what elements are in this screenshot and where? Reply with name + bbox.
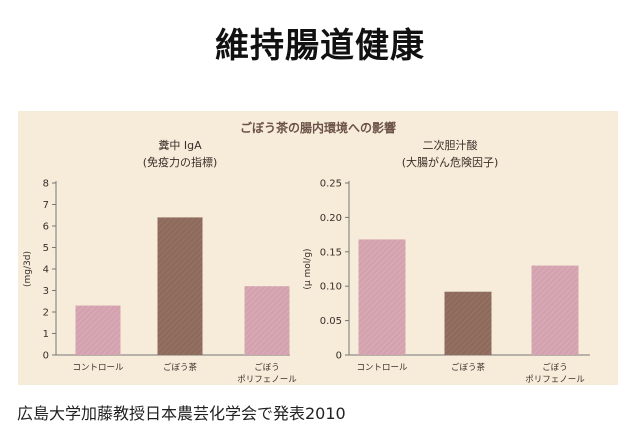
panel-heading: ごぼう茶の腸内環境への影響 [240,120,396,135]
chart-0-title: 糞中 IgA [158,138,202,152]
chart-1-bar [444,291,492,355]
chart-1-bar [358,239,406,355]
chart-0-bar [75,305,121,355]
chart-0-y-tick-label: 0 [43,351,49,362]
chart-1-y-tick-label: 0 [336,351,342,362]
chart-0-bar [244,286,290,355]
chart-0-category-label: コントロール [72,363,124,373]
chart-1-y-tick-label: 0.15 [320,247,342,258]
chart-0-y-tick-label: 6 [43,222,49,233]
chart-0-bar [157,217,203,355]
chart-1-category-label: ごぼう [542,362,568,373]
chart-1-y-axis-label: (μ mol/g) [303,248,313,289]
chart-0-y-tick-label: 7 [43,200,49,211]
page-title: 維持腸道健康 [215,26,425,66]
chart-1-bar [531,265,579,355]
chart-1-category-label: コントロール [356,363,408,373]
chart-1-category-label: ポリフェノール [525,375,585,385]
chart-0-category-label: ごぼう [254,362,280,373]
chart-panel: ごぼう茶の腸内環境への影響 糞中 IgA (免疫力の指標) (mg/3d) 0 1 2 3 4… [18,111,618,385]
chart-1-title: 二次胆汁酸 [423,138,478,152]
chart-0-y-tick-label: 2 [43,308,49,319]
chart-0-category-label: ごぼう茶 [163,362,198,373]
chart-1-subtitle: (大腸がん危険因子) [402,155,499,169]
chart-1-y-tick-label: 0.05 [320,316,342,327]
chart-1-category-label: ごぼう茶 [451,362,486,373]
chart-1-y-tick-label: 0.20 [320,213,342,224]
chart-0-y-tick-label: 1 [43,329,49,340]
chart-0-y-axis-label: (mg/3d) [23,251,33,287]
chart-1-y-tick-label: 0.10 [320,282,342,293]
chart-0-subtitle: (免疫力の指標) [143,155,218,169]
chart-0-y-tick-label: 4 [43,265,49,276]
chart-0-y-tick-label: 5 [43,243,49,254]
charts-svg: ごぼう茶の腸内環境への影響 糞中 IgA (免疫力の指標) (mg/3d) 0 1 2 3 4… [23,120,590,385]
chart-1-y-tick-label: 0.25 [320,179,342,190]
chart-0-y-tick-label: 3 [43,286,49,297]
source-caption: 広島大学加藤教授日本農芸化学会で発表2010 [17,404,346,423]
chart-0-category-label: ポリフェノール [237,375,297,385]
chart-0-y-tick-label: 8 [43,179,49,190]
